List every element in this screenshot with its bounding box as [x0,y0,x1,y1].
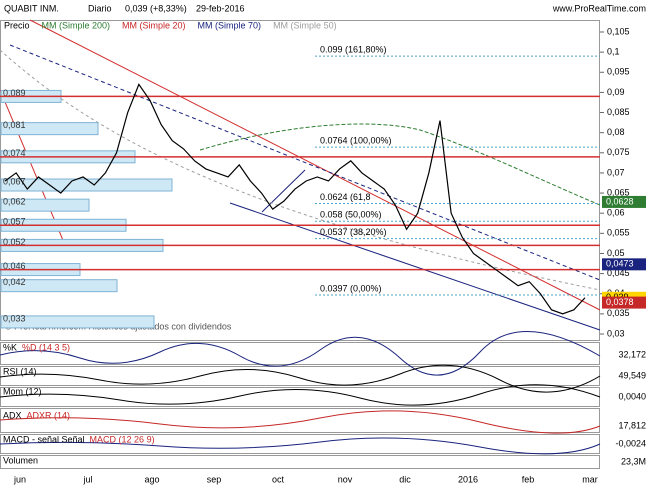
price-flag [602,258,646,271]
profile-bar [0,178,173,192]
y-tick-label: 0,045 [607,268,630,278]
price-flag [602,195,646,208]
fib-label: 0.099 (161,80%) [320,45,387,55]
x-tick-label: dic [399,474,411,484]
profile-label: 0,067 [3,176,26,186]
panel-params: MACD (12 26 9) [90,434,155,444]
profile-label: 0,033 [3,313,26,323]
x-tick-label: 2016 [458,474,478,484]
profile-label: 0,074 [3,148,26,158]
fib-label: 0.058 (50,00%) [320,210,382,220]
symbol: QUABIT INM. [4,3,59,13]
panel-name: Volumen [3,455,38,465]
panel-value: 0,0040 [618,391,646,401]
y-tick-label: 0,065 [607,187,630,197]
panel-params: ADXR (14) [27,410,71,420]
fib-label: 0.0624 (61,8 [320,192,371,202]
x-tick-label: jun [13,474,26,484]
profile-bar [0,279,118,293]
panel-value: 32,172 [618,349,646,359]
quote: 0,039 (+8,33%) [125,3,187,13]
profile-label: 0,042 [3,277,26,287]
y-tick-label: 0,06 [607,208,625,218]
period: Diario [88,3,112,13]
y-tick-label: 0,05 [607,248,625,258]
legend-entry: MM (Simple 70) [198,20,262,30]
price-flag-label: 0,0378 [606,297,634,307]
sub-panels [0,331,601,469]
x-tick-label: ago [144,474,159,484]
x-tick-label: feb [522,474,535,484]
panel-name: ADX [3,410,22,420]
panel-value: 23,3M [621,456,646,466]
x-tick-label: oct [272,474,285,484]
panel-value: -0,0024 [615,438,646,448]
profile-bar [0,315,155,329]
panel-name: MACD - señal Señal [3,434,85,444]
profile-bar [0,122,99,136]
y-tick-label: 0,055 [607,228,630,238]
x-tick-label: jul [82,474,92,484]
y-tick-label: 0,035 [607,308,630,318]
price-flag-label: 0,0473 [606,259,634,269]
profile-label: 0,057 [3,217,26,227]
profile-label: 0,081 [3,120,26,130]
y-tick-label: 0,09 [607,87,625,97]
panel-params: %D (14 3 5) [22,342,70,352]
site: www.ProRealTime.com [552,3,646,13]
profile-label: 0,062 [3,197,26,207]
y-tick-label: 0,03 [607,328,625,338]
y-tick-label: 0,07 [607,167,625,177]
panel-name: Mom (12) [3,386,42,396]
panel-name: RSI (14) [3,366,37,376]
x-tick-label: mar [582,474,598,484]
panel-value: 17,812 [618,420,646,430]
y-tick-label: 0,105 [607,26,630,36]
y-tick-label: 0,085 [607,107,630,117]
y-tick-label: 0,075 [607,147,630,157]
panel-value: 49,549 [618,370,646,380]
y-tick-label: 0,095 [607,67,630,77]
profile-label: 0,052 [3,237,26,247]
y-tick-label: 0,08 [607,127,625,137]
trendlines [0,19,601,331]
profile-label: 0,046 [3,261,26,271]
legend-entry: MM (Simple 50) [273,20,337,30]
price-flag-label: 0,0628 [606,196,634,206]
x-tick-label: nov [338,474,353,484]
panel-name: %K [3,342,17,352]
legend-entry: Precio [4,20,30,30]
fib-label: 0.0537 (38,20%) [320,227,387,237]
date: 29-feb-2016 [196,3,245,13]
x-tick-label: sep [207,474,222,484]
price-flag [602,296,646,309]
profile-bar [0,198,90,212]
legend-entry: MM (Simple 20) [122,20,186,30]
price-line [4,83,586,315]
profile-label: 0,089 [3,88,26,98]
legend-entry: MM (Simple 200) [42,20,111,30]
fib-label: 0.0397 (0,00%) [320,283,382,293]
y-tick-label: 0,1 [607,47,620,57]
fib-label: 0.0764 (100,00%) [320,136,392,146]
